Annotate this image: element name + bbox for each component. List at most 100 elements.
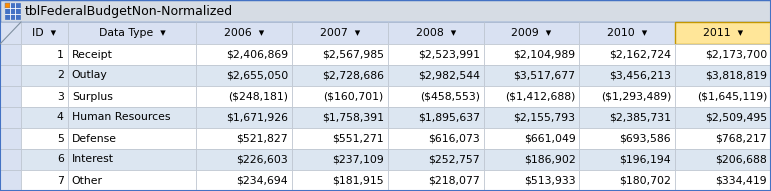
Bar bbox=[483, 65, 580, 86]
Text: ($1,645,119): ($1,645,119) bbox=[697, 91, 767, 101]
Text: $661,049: $661,049 bbox=[524, 134, 575, 143]
Bar bbox=[0, 107, 21, 128]
Bar bbox=[0, 44, 21, 65]
Bar bbox=[388, 107, 483, 128]
Bar bbox=[0, 170, 21, 191]
Text: $3,517,677: $3,517,677 bbox=[513, 70, 575, 80]
Text: 3: 3 bbox=[57, 91, 64, 101]
Text: ($248,181): ($248,181) bbox=[228, 91, 288, 101]
Bar bbox=[68, 170, 197, 191]
Text: $2,155,793: $2,155,793 bbox=[513, 112, 575, 122]
Bar bbox=[675, 65, 771, 86]
Bar bbox=[483, 44, 580, 65]
Bar bbox=[675, 22, 771, 44]
Text: $513,933: $513,933 bbox=[524, 176, 575, 185]
Text: $521,827: $521,827 bbox=[237, 134, 288, 143]
Bar bbox=[483, 128, 580, 149]
Bar bbox=[388, 149, 483, 170]
Text: $2,523,991: $2,523,991 bbox=[418, 49, 480, 60]
Text: Other: Other bbox=[72, 176, 103, 185]
Bar bbox=[483, 86, 580, 107]
Bar bbox=[68, 65, 197, 86]
Text: $1,671,926: $1,671,926 bbox=[226, 112, 288, 122]
Text: $252,757: $252,757 bbox=[428, 155, 480, 164]
Text: $2,406,869: $2,406,869 bbox=[226, 49, 288, 60]
Bar bbox=[675, 170, 771, 191]
Text: Data Type  ▾: Data Type ▾ bbox=[99, 28, 166, 38]
Bar bbox=[292, 149, 388, 170]
Bar bbox=[580, 86, 675, 107]
Bar bbox=[68, 44, 197, 65]
Bar bbox=[0, 65, 21, 86]
Text: $2,173,700: $2,173,700 bbox=[705, 49, 767, 60]
Text: $2,567,985: $2,567,985 bbox=[322, 49, 384, 60]
Text: $180,702: $180,702 bbox=[619, 176, 672, 185]
Bar bbox=[388, 86, 483, 107]
Text: $2,104,989: $2,104,989 bbox=[513, 49, 575, 60]
Bar bbox=[675, 44, 771, 65]
Bar bbox=[675, 86, 771, 107]
Text: $2,162,724: $2,162,724 bbox=[609, 49, 672, 60]
Text: $206,688: $206,688 bbox=[715, 155, 767, 164]
Text: Surplus: Surplus bbox=[72, 91, 113, 101]
Bar bbox=[68, 107, 197, 128]
Text: $2,982,544: $2,982,544 bbox=[418, 70, 480, 80]
Text: 2011  ▾: 2011 ▾ bbox=[703, 28, 743, 38]
Text: $234,694: $234,694 bbox=[237, 176, 288, 185]
Text: $3,456,213: $3,456,213 bbox=[609, 70, 672, 80]
Text: $2,509,495: $2,509,495 bbox=[705, 112, 767, 122]
Bar bbox=[580, 22, 675, 44]
Bar bbox=[483, 149, 580, 170]
Text: ($1,293,489): ($1,293,489) bbox=[601, 91, 672, 101]
Bar bbox=[21, 65, 68, 86]
Bar bbox=[580, 128, 675, 149]
Text: 2: 2 bbox=[57, 70, 64, 80]
Bar bbox=[197, 107, 292, 128]
Bar bbox=[68, 86, 197, 107]
Text: $2,728,686: $2,728,686 bbox=[322, 70, 384, 80]
Bar bbox=[580, 107, 675, 128]
Text: ($160,701): ($160,701) bbox=[324, 91, 384, 101]
Bar bbox=[388, 128, 483, 149]
Text: 2008  ▾: 2008 ▾ bbox=[416, 28, 456, 38]
Bar bbox=[197, 149, 292, 170]
Bar bbox=[0, 22, 21, 44]
Bar bbox=[21, 44, 68, 65]
Bar bbox=[197, 128, 292, 149]
Bar bbox=[21, 22, 68, 44]
Bar bbox=[483, 170, 580, 191]
Bar bbox=[292, 22, 388, 44]
Bar bbox=[197, 44, 292, 65]
Text: ($1,412,688): ($1,412,688) bbox=[505, 91, 575, 101]
Bar bbox=[675, 107, 771, 128]
Text: Human Resources: Human Resources bbox=[72, 112, 170, 122]
Bar bbox=[388, 170, 483, 191]
Bar bbox=[0, 128, 21, 149]
Bar bbox=[292, 128, 388, 149]
Text: 2009  ▾: 2009 ▾ bbox=[511, 28, 551, 38]
Bar bbox=[292, 107, 388, 128]
Text: $237,109: $237,109 bbox=[332, 155, 384, 164]
Bar bbox=[292, 170, 388, 191]
Text: 1: 1 bbox=[57, 49, 64, 60]
Text: $334,419: $334,419 bbox=[715, 176, 767, 185]
Bar bbox=[675, 149, 771, 170]
Bar bbox=[21, 128, 68, 149]
Text: $693,586: $693,586 bbox=[620, 134, 672, 143]
Text: $186,902: $186,902 bbox=[524, 155, 575, 164]
Bar bbox=[21, 107, 68, 128]
Bar bbox=[483, 22, 580, 44]
Text: 2010  ▾: 2010 ▾ bbox=[608, 28, 648, 38]
Bar bbox=[197, 86, 292, 107]
Text: ID  ▾: ID ▾ bbox=[32, 28, 56, 38]
Bar bbox=[388, 65, 483, 86]
Bar bbox=[580, 170, 675, 191]
Bar bbox=[21, 170, 68, 191]
Text: $226,603: $226,603 bbox=[236, 155, 288, 164]
Text: 6: 6 bbox=[57, 155, 64, 164]
Text: 7: 7 bbox=[57, 176, 64, 185]
Bar bbox=[388, 44, 483, 65]
Text: $3,818,819: $3,818,819 bbox=[705, 70, 767, 80]
Bar bbox=[197, 22, 292, 44]
Text: $1,895,637: $1,895,637 bbox=[418, 112, 480, 122]
